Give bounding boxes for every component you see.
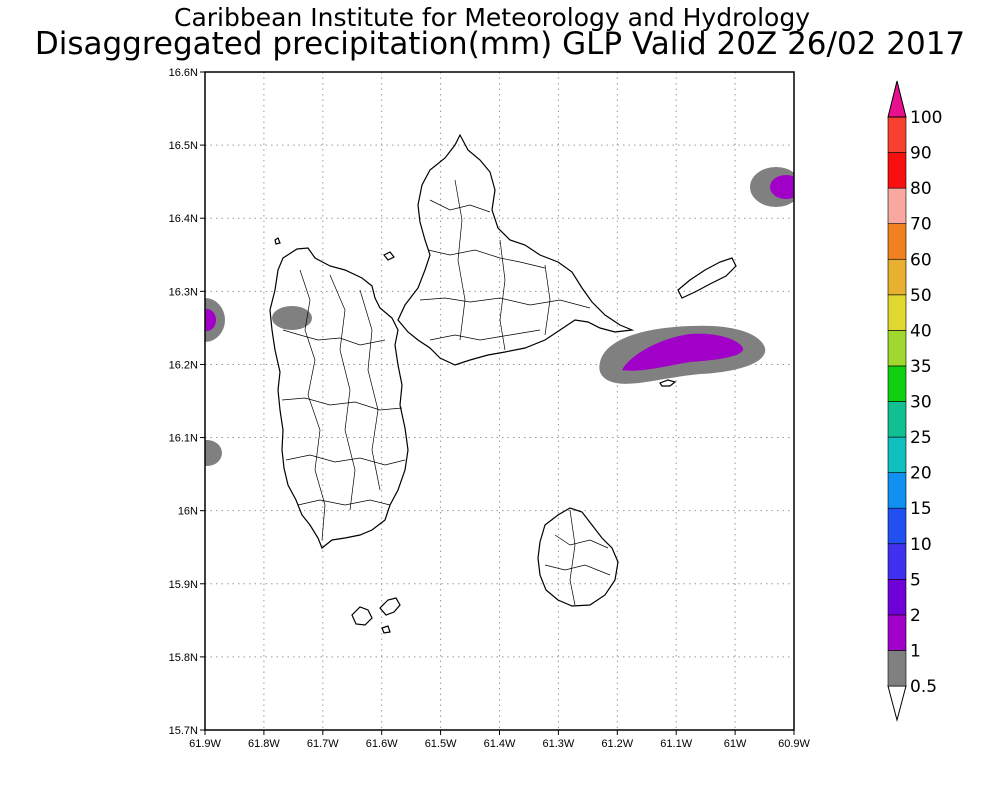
precip-west-purple — [205, 309, 216, 331]
map-frame-bg — [205, 72, 794, 730]
colorbar-segment — [887, 579, 907, 616]
colorbar-segment — [887, 401, 907, 438]
colorbar-label: 90 — [910, 144, 932, 164]
colorbar-label: 5 — [910, 570, 921, 590]
watershed-boundaries — [281, 179, 611, 606]
x-tick-label: 61.8W — [248, 738, 280, 750]
colorbar-label: 100 — [910, 108, 942, 128]
colorbar-segment — [887, 187, 907, 224]
colorbar-segment — [887, 152, 907, 189]
y-tick-label: 16.2N — [169, 359, 198, 371]
precip-northeast-purple — [770, 175, 794, 199]
y-tick-label: 15.7N — [169, 725, 198, 737]
colorbar-label: 50 — [910, 286, 932, 306]
precip-west-small-grey — [205, 440, 222, 466]
colorbar-label: 20 — [910, 464, 932, 484]
x-tick-label: 61.5W — [425, 738, 457, 750]
y-tick-labels: 16.6N 16.5N 16.4N 16.3N 16.2N 16.1N 16N 15.9N 15… — [169, 67, 205, 737]
land-outlines — [269, 133, 737, 634]
chart-title-line1: Caribbean Institute for Meteorology and … — [174, 3, 810, 32]
island-les-saintes-small — [381, 625, 391, 634]
x-tick-label: 61.7W — [307, 738, 339, 750]
colorbar-label: 40 — [910, 321, 932, 341]
colorbar-segment — [887, 650, 907, 687]
colorbar-label: 1 — [910, 641, 921, 661]
colorbar-segment — [887, 614, 907, 651]
island-ilet-north — [383, 251, 395, 261]
colorbar-segment — [887, 436, 907, 473]
colorbar-label: 35 — [910, 357, 932, 377]
chart-title-line2: Disaggregated precipitation(mm) GLP Vali… — [34, 26, 966, 62]
x-tick-label: 61.1W — [660, 738, 692, 750]
colorbar-segment — [887, 365, 907, 402]
colorbar-label: 0.5 — [910, 677, 937, 697]
colorbar-label: 10 — [910, 535, 932, 555]
colorbar-label: 60 — [910, 250, 932, 270]
colorbar-segment — [887, 258, 907, 296]
island-grande-terre — [397, 133, 635, 366]
x-tick-label: 61W — [724, 738, 747, 750]
island-les-saintes-east — [379, 597, 401, 616]
x-tick-label: 61.4W — [484, 738, 516, 750]
island-basse-terre — [269, 247, 409, 549]
island-les-saintes-west — [351, 606, 373, 626]
y-tick-label: 16.6N — [169, 67, 198, 79]
x-tick-label: 61.9W — [189, 738, 221, 750]
colorbar-label: 70 — [910, 215, 932, 235]
x-tick-label: 61.6W — [366, 738, 398, 750]
island-la-desirade — [677, 257, 737, 299]
colorbar-label: 15 — [910, 499, 932, 519]
y-tick-label: 16.1N — [169, 433, 198, 445]
y-tick-label: 15.9N — [169, 579, 198, 591]
colorbar-label: 80 — [910, 179, 932, 199]
y-tick-label: 16.5N — [169, 140, 198, 152]
colorbar-segment — [887, 116, 907, 153]
y-tick-label: 16.3N — [169, 286, 198, 298]
x-tick-label: 61.2W — [601, 738, 633, 750]
precip-basse-terre-grey — [272, 306, 312, 330]
colorbar-segment — [887, 223, 907, 260]
colorbar-max-arrow — [887, 80, 907, 118]
island-marie-galante — [537, 507, 619, 607]
colorbar-segment — [887, 543, 907, 580]
x-tick-labels: 61.9W 61.8W 61.7W 61.6W 61.5W 61.4W 61.3W 61.2W… — [189, 730, 811, 750]
y-tick-label: 15.8N — [169, 652, 198, 664]
colorbar-label: 25 — [910, 428, 932, 448]
y-tick-label: 16.4N — [169, 213, 198, 225]
x-tick-label: 60.9W — [778, 738, 810, 750]
precip-east-purple — [622, 333, 744, 371]
colorbar-segment — [887, 294, 907, 331]
y-tick-label: 16N — [178, 506, 198, 518]
colorbar-min-arrow — [887, 685, 907, 722]
island-ilet-nw — [274, 237, 281, 245]
precip-layer — [205, 167, 794, 466]
island-petite-terre — [659, 379, 677, 387]
colorbar-segment — [887, 507, 907, 545]
x-tick-label: 61.3W — [543, 738, 575, 750]
colorbar-segment — [887, 472, 907, 509]
colorbar-label: 30 — [910, 393, 932, 413]
colorbar-segment — [887, 330, 907, 367]
colorbar-label: 2 — [910, 606, 921, 626]
